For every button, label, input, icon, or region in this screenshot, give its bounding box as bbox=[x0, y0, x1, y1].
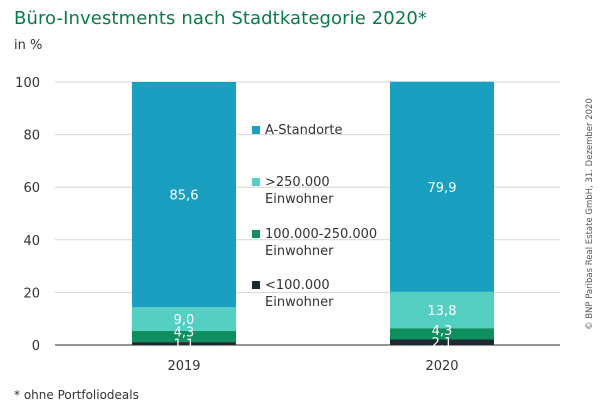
x-tick-label: 2020 bbox=[425, 359, 458, 374]
footnote: * ohne Portfoliodeals bbox=[14, 388, 139, 402]
legend-label: Einwohner bbox=[265, 244, 334, 259]
bar-segment bbox=[390, 291, 494, 329]
data-label: 2,1 bbox=[432, 336, 453, 351]
y-unit-label: in % bbox=[14, 38, 43, 53]
bar-segment bbox=[132, 342, 236, 345]
legend-label: A-Standorte bbox=[265, 123, 343, 138]
legend-label: <100.000 bbox=[265, 278, 330, 293]
chart-title: Büro-Investments nach Stadtkategorie 202… bbox=[14, 8, 428, 29]
bar-segment bbox=[390, 328, 494, 340]
data-label: 85,6 bbox=[170, 189, 199, 204]
legend-label: >250.000 bbox=[265, 175, 330, 190]
bar-segment bbox=[132, 82, 236, 308]
stacked-bar-chart: 0204060801001,14,39,085,620192,14,313,87… bbox=[15, 76, 560, 374]
copyright-note: © BNP Paribas Real Estate GmbH, 31. Deze… bbox=[585, 98, 595, 330]
y-tick-label: 100 bbox=[15, 76, 40, 91]
data-label: 4,3 bbox=[174, 326, 195, 341]
y-tick-label: 80 bbox=[23, 129, 40, 144]
bar-segment bbox=[390, 339, 494, 345]
legend-label: Einwohner bbox=[265, 295, 334, 310]
bar-segment bbox=[390, 81, 494, 292]
bar-segment bbox=[132, 330, 236, 343]
legend-swatch bbox=[252, 281, 260, 289]
data-label: 13,8 bbox=[428, 304, 457, 319]
data-label: 9,0 bbox=[174, 313, 195, 328]
y-tick-label: 60 bbox=[23, 181, 40, 196]
legend-swatch bbox=[252, 230, 260, 238]
data-label: 1,1 bbox=[174, 338, 195, 353]
y-tick-label: 40 bbox=[23, 234, 40, 249]
y-tick-label: 0 bbox=[32, 339, 40, 354]
legend-swatch bbox=[252, 126, 260, 134]
legend-label: Einwohner bbox=[265, 192, 334, 207]
legend-label: 100.000-250.000 bbox=[265, 227, 377, 242]
data-label: 79,9 bbox=[428, 181, 457, 196]
legend-swatch bbox=[252, 178, 260, 186]
bar-segment bbox=[132, 307, 236, 331]
x-tick-label: 2019 bbox=[167, 359, 200, 374]
data-label: 4,3 bbox=[432, 324, 453, 339]
y-tick-label: 20 bbox=[23, 286, 40, 301]
